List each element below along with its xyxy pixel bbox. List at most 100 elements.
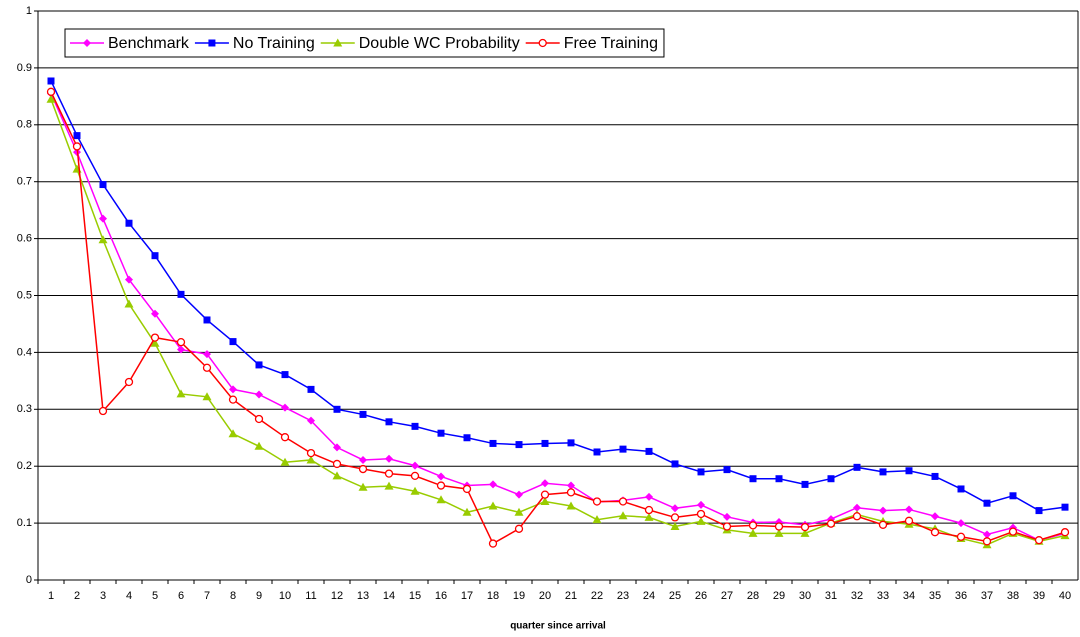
y-tick-label: 0.3: [17, 403, 32, 415]
marker: [879, 506, 887, 515]
marker: [83, 39, 91, 47]
x-tick-label: 21: [565, 590, 577, 602]
marker: [1009, 492, 1017, 500]
series-line: [50, 98, 1066, 546]
marker: [203, 350, 211, 359]
x-tick-label: 19: [513, 590, 525, 602]
marker: [800, 528, 810, 537]
marker: [931, 512, 939, 521]
marker: [515, 490, 523, 499]
marker: [411, 422, 419, 430]
marker: [670, 513, 680, 522]
x-tick-label: 37: [981, 590, 993, 602]
x-tick-label: 36: [955, 590, 967, 602]
marker: [98, 406, 108, 416]
x-tick-label: 25: [669, 590, 681, 602]
legend: Benchmark No Training Double WC Probabilit…: [64, 28, 665, 58]
x-tick-label: 10: [279, 590, 291, 602]
marker: [410, 471, 420, 481]
marker: [306, 448, 316, 458]
marker: [462, 507, 472, 516]
marker: [307, 416, 315, 425]
y-tick-label: 0.1: [17, 517, 32, 529]
marker: [540, 496, 550, 505]
marker: [619, 445, 627, 453]
marker: [696, 509, 706, 519]
marker: [254, 414, 264, 424]
marker: [905, 505, 913, 514]
marker: [254, 441, 264, 450]
marker: [723, 466, 731, 474]
x-tick-label: 5: [152, 590, 158, 602]
y-tick-label: 0: [26, 574, 32, 586]
marker: [359, 455, 367, 464]
marker: [853, 463, 861, 471]
marker: [723, 512, 731, 521]
marker: [436, 481, 446, 490]
marker: [827, 475, 835, 483]
legend-label: Free Training: [564, 35, 658, 52]
x-tick-label: 29: [773, 590, 785, 602]
x-tick-label: 1: [48, 590, 54, 602]
marker: [462, 484, 472, 494]
marker: [1035, 507, 1043, 515]
marker: [203, 316, 211, 324]
marker: [47, 77, 55, 85]
y-tick-label: 0.5: [17, 289, 32, 301]
marker: [541, 479, 549, 488]
x-tick-label: 2: [74, 590, 80, 602]
series-line: [50, 80, 1066, 512]
marker: [333, 38, 343, 47]
marker: [332, 471, 342, 480]
y-tick-label: 0.2: [17, 460, 32, 472]
marker: [125, 219, 133, 227]
marker: [1060, 528, 1070, 537]
marker: [151, 309, 159, 318]
marker: [384, 481, 394, 490]
marker: [385, 418, 393, 426]
y-tick-label: 0.9: [17, 62, 32, 74]
marker: [567, 481, 575, 490]
marker: [566, 501, 576, 510]
marker: [333, 443, 341, 452]
marker: [358, 482, 368, 491]
marker: [332, 459, 342, 469]
x-tick-label: 18: [487, 590, 499, 602]
x-tick-label: 17: [461, 590, 473, 602]
marker: [540, 490, 550, 499]
marker: [124, 377, 134, 387]
marker: [151, 252, 159, 260]
legend-label: Double WC Probability: [359, 35, 520, 52]
marker: [99, 181, 107, 189]
marker: [748, 528, 758, 537]
x-tick-label: 16: [435, 590, 447, 602]
x-tick-label: 9: [256, 590, 262, 602]
marker: [229, 338, 237, 346]
marker: [281, 371, 289, 379]
marker: [722, 522, 732, 531]
marker: [593, 448, 601, 456]
marker: [671, 460, 679, 468]
marker: [957, 485, 965, 493]
marker: [697, 500, 705, 509]
marker: [281, 403, 289, 412]
marker: [228, 429, 238, 438]
x-tick-label: 32: [851, 590, 863, 602]
x-tick-label: 35: [929, 590, 941, 602]
marker: [905, 467, 913, 475]
x-tick-label: 14: [383, 590, 395, 602]
marker: [280, 457, 290, 466]
marker: [878, 520, 888, 529]
marker: [567, 439, 575, 447]
marker: [384, 469, 394, 478]
x-tick-label: 34: [903, 590, 915, 602]
marker: [775, 475, 783, 483]
x-tick-label: 33: [877, 590, 889, 602]
marker: [176, 338, 186, 347]
x-tick-label: 39: [1033, 590, 1045, 602]
series-line: [50, 91, 1066, 545]
marker: [931, 472, 939, 480]
marker: [489, 439, 497, 447]
x-tick-label: 24: [643, 590, 655, 602]
